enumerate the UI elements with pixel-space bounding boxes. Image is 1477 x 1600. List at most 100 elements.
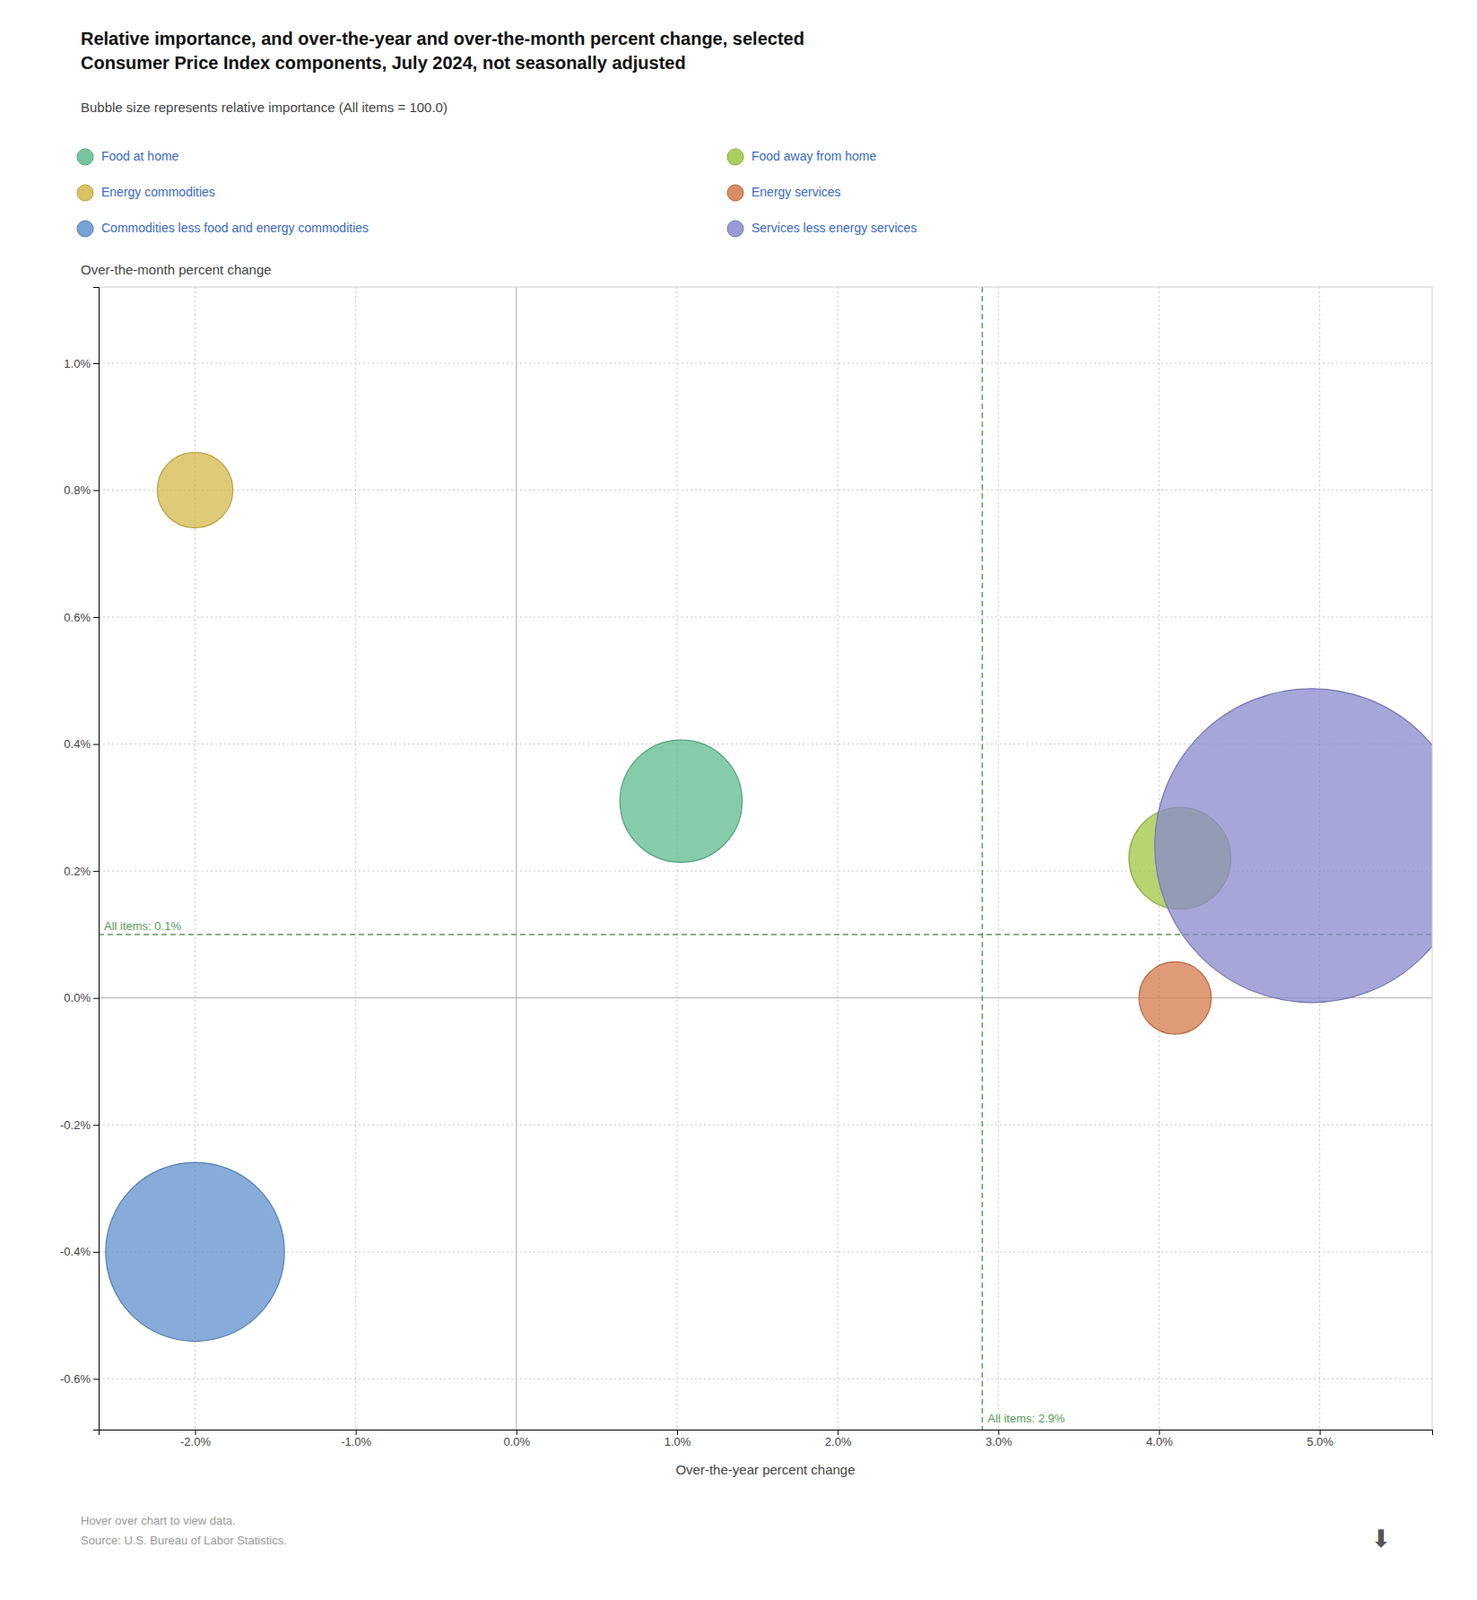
x-tick-label: -2.0% xyxy=(180,1434,211,1449)
legend-label: Energy commodities xyxy=(101,184,216,200)
x-tick-label: 5.0% xyxy=(1306,1434,1334,1449)
x-tick: 2.0% xyxy=(825,1429,852,1449)
y-axis: -0.6% -0.4% -0.2% 0.0% 0.2% 0.4% 0.6% 0.8% 1.0% xyxy=(60,287,99,1431)
grid-line xyxy=(98,489,1433,491)
y-tick-mark xyxy=(93,363,99,365)
download-icon[interactable]: ⬇ xyxy=(1371,1524,1392,1553)
x-tick-mark xyxy=(356,1429,357,1435)
bubble xyxy=(619,739,742,862)
bubbles xyxy=(105,451,1433,1341)
zero-line xyxy=(515,286,517,1430)
legend-label: Food away from home xyxy=(751,148,877,164)
y-tick-mark xyxy=(93,998,99,1000)
title-line: Relative importance, and over-the-year a… xyxy=(80,28,805,49)
reference-line xyxy=(981,286,984,1430)
title-line: Consumer Price Index components, July 20… xyxy=(80,52,687,73)
y-tick: 0.6% xyxy=(63,610,99,625)
x-tick: 5.0% xyxy=(1306,1429,1334,1449)
y-tick: 0.2% xyxy=(63,864,99,878)
legend: Food at home Food away from home Energy co… xyxy=(77,148,917,237)
grid-line xyxy=(98,1251,1433,1252)
x-tick: 0.0% xyxy=(503,1429,530,1449)
y-tick-mark xyxy=(93,489,99,491)
legend-swatch xyxy=(77,148,94,166)
zero-line xyxy=(98,997,1433,999)
x-tick-label: 4.0% xyxy=(1146,1434,1173,1449)
x-tick-label: 1.0% xyxy=(664,1434,692,1449)
y-tick-mark xyxy=(93,616,99,618)
y-tick-mark xyxy=(93,1124,99,1126)
y-tick-label: 0.6% xyxy=(63,610,91,625)
legend-swatch xyxy=(77,184,94,201)
x-axis-title: Over-the-year percent change xyxy=(675,1461,855,1477)
plot-frame xyxy=(1432,286,1434,1430)
grid-line xyxy=(98,616,1433,618)
y-tick-label: -0.4% xyxy=(60,1244,91,1259)
grid-line xyxy=(355,286,357,1430)
legend-item: Energy commodities xyxy=(77,184,216,201)
legend-item: Commodities less food and energy commodi… xyxy=(77,220,369,237)
legend-item: Food away from home xyxy=(727,148,877,166)
footer: Source: U.S. Bureau of Labor Statistics. xyxy=(80,1533,287,1547)
chart: Relative importance, and over-the-year a… xyxy=(0,0,1477,1600)
x-tick-mark xyxy=(1158,1429,1160,1435)
y-tick-label: 0.2% xyxy=(63,864,91,878)
y-axis-title: Over-the-month percent change xyxy=(80,261,272,278)
legend-swatch xyxy=(77,220,94,237)
x-tick: -2.0% xyxy=(180,1429,211,1449)
x-tick-label: 3.0% xyxy=(985,1434,1013,1449)
x-tick-mark xyxy=(516,1429,518,1435)
x-tick: -1.0% xyxy=(340,1429,372,1449)
bubble xyxy=(156,451,233,528)
bubble xyxy=(1138,961,1212,1034)
x-tick-mark xyxy=(1320,1429,1321,1435)
subtitle: Bubble size represents relative importan… xyxy=(80,99,448,115)
footer: Hover over chart to view data. xyxy=(80,1513,236,1528)
y-tick-label: 0.0% xyxy=(63,990,91,1005)
y-tick: -0.6% xyxy=(60,1372,99,1386)
reference-label: All items: 2.9% xyxy=(987,1411,1065,1425)
legend-label: Food at home xyxy=(101,148,180,164)
x-axis: -2.0% -1.0% 0.0% 1.0% 2.0% 3.0% 4.0% 5.0% xyxy=(99,1429,1434,1449)
x-tick: 1.0% xyxy=(664,1429,692,1449)
plot-frame xyxy=(98,286,1433,288)
y-tick: 0.8% xyxy=(63,483,99,497)
x-tick-mark xyxy=(837,1429,839,1435)
legend-item: Services less energy services xyxy=(727,220,917,237)
y-tick-label: 1.0% xyxy=(63,356,91,371)
y-tick: -0.2% xyxy=(60,1118,99,1132)
grid-line xyxy=(837,286,839,1430)
grid-line xyxy=(998,286,1000,1430)
y-tick: 1.0% xyxy=(63,356,99,371)
grid-line xyxy=(98,1378,1433,1380)
grid-line xyxy=(98,1124,1433,1126)
x-tick-mark xyxy=(194,1429,196,1435)
grid-line xyxy=(98,362,1433,364)
legend-label: Energy services xyxy=(751,184,842,200)
legend-label: Services less energy services xyxy=(751,220,917,235)
y-tick-mark xyxy=(93,1378,99,1380)
y-tick-label: 0.4% xyxy=(63,737,91,751)
y-tick: -0.4% xyxy=(60,1244,99,1259)
legend-label: Commodities less food and energy commodi… xyxy=(101,220,369,235)
y-tick-mark xyxy=(93,870,99,872)
title: Relative importance, and over-the-year a… xyxy=(80,28,805,73)
x-tick-label: 2.0% xyxy=(825,1434,852,1449)
x-axis-line xyxy=(99,1430,1434,1436)
y-axis-line xyxy=(93,287,100,1431)
x-tick-label: 0.0% xyxy=(503,1434,530,1449)
x-tick-mark xyxy=(998,1429,1000,1435)
y-tick-mark xyxy=(93,744,99,746)
y-tick-label: -0.2% xyxy=(60,1118,91,1132)
legend-swatch xyxy=(727,220,744,237)
y-tick-label: 0.8% xyxy=(63,483,91,497)
legend-item: Energy services xyxy=(727,184,842,201)
legend-swatch xyxy=(727,184,744,201)
y-tick: 0.4% xyxy=(63,737,99,751)
x-tick: 3.0% xyxy=(985,1429,1013,1449)
x-tick-mark xyxy=(677,1429,678,1435)
reference-label: All items: 0.1% xyxy=(104,919,182,933)
y-tick: 0.0% xyxy=(63,990,99,1005)
legend-swatch xyxy=(727,148,744,166)
x-tick-label: -1.0% xyxy=(340,1434,372,1449)
